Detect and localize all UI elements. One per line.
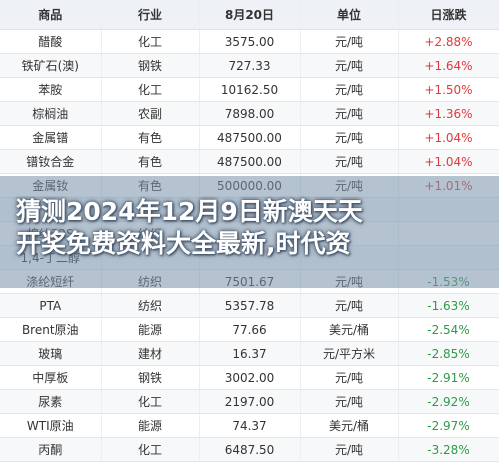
cell-change: -2.92%	[398, 389, 499, 414]
table-row[interactable]: 玻璃 建材 16.37 元/平方米 -2.85%	[0, 341, 499, 366]
cell-price: 487500.00	[199, 149, 301, 174]
cell-unit: 元/吨	[300, 365, 399, 390]
cell-commodity: PTA	[0, 293, 102, 318]
cell-unit: 元/吨	[300, 437, 399, 462]
cell-industry: 化工	[101, 77, 200, 102]
cell-unit: 元/吨	[300, 389, 399, 414]
cell-commodity: WTI原油	[0, 413, 102, 438]
cell-change: -2.91%	[398, 365, 499, 390]
cell-industry: 建材	[101, 341, 200, 366]
cell-industry: 有色	[101, 125, 200, 150]
cell-industry: 能源	[101, 413, 200, 438]
cell-industry: 化工	[101, 29, 200, 54]
cell-price: 74.37	[199, 413, 301, 438]
header-date-price[interactable]: 8月20日	[199, 0, 301, 30]
cell-price: 10162.50	[199, 77, 301, 102]
cell-price: 6487.50	[199, 437, 301, 462]
cell-unit: 元/吨	[300, 101, 399, 126]
cell-change: -3.28%	[398, 437, 499, 462]
header-industry[interactable]: 行业	[101, 0, 200, 30]
cell-change: +1.64%	[398, 53, 499, 78]
cell-unit: 元/吨	[300, 293, 399, 318]
cell-change: +2.88%	[398, 29, 499, 54]
cell-commodity: 苯胺	[0, 77, 102, 102]
cell-unit: 元/吨	[300, 53, 399, 78]
cell-industry: 农副	[101, 101, 200, 126]
cell-price: 487500.00	[199, 125, 301, 150]
cell-commodity: 棕榈油	[0, 101, 102, 126]
table-row[interactable]: 丙酮 化工 6487.50 元/吨 -3.28%	[0, 437, 499, 462]
cell-commodity: 尿素	[0, 389, 102, 414]
header-daily-change[interactable]: 日涨跌	[398, 0, 499, 30]
cell-change: -1.63%	[398, 293, 499, 318]
table-row[interactable]: 中厚板 钢铁 3002.00 元/吨 -2.91%	[0, 365, 499, 390]
cell-commodity: 玻璃	[0, 341, 102, 366]
cell-price: 727.33	[199, 53, 301, 78]
cell-commodity: 镨钕合金	[0, 149, 102, 174]
cell-change: -2.85%	[398, 341, 499, 366]
table-row[interactable]: 镨钕合金 有色 487500.00 元/吨 +1.04%	[0, 149, 499, 174]
cell-change: +1.04%	[398, 125, 499, 150]
cell-industry: 钢铁	[101, 365, 200, 390]
cell-commodity: 金属镨	[0, 125, 102, 150]
table-row[interactable]: 尿素 化工 2197.00 元/吨 -2.92%	[0, 389, 499, 414]
table-row[interactable]: 棕榈油 农副 7898.00 元/吨 +1.36%	[0, 101, 499, 126]
cell-commodity: Brent原油	[0, 317, 102, 342]
cell-change: +1.04%	[398, 149, 499, 174]
cell-price: 7898.00	[199, 101, 301, 126]
table-row[interactable]: 铁矿石(澳) 钢铁 727.33 元/吨 +1.64%	[0, 53, 499, 78]
table-row[interactable]: 金属镨 有色 487500.00 元/吨 +1.04%	[0, 125, 499, 150]
cell-unit: 元/吨	[300, 29, 399, 54]
promo-overlay-text[interactable]: 猜测2024年12月9日新澳天天 开奖免费资料大全最新,时代资	[0, 196, 499, 260]
cell-industry: 钢铁	[101, 53, 200, 78]
cell-price: 16.37	[199, 341, 301, 366]
cell-change: +1.50%	[398, 77, 499, 102]
table-row[interactable]: 醋酸 化工 3575.00 元/吨 +2.88%	[0, 29, 499, 54]
cell-unit: 美元/桶	[300, 413, 399, 438]
table-header-row: 商品 行业 8月20日 单位 日涨跌	[0, 0, 499, 30]
cell-change: +1.36%	[398, 101, 499, 126]
promo-line-1: 猜测2024年12月9日新澳天天	[16, 197, 363, 226]
cell-price: 3002.00	[199, 365, 301, 390]
cell-commodity: 中厚板	[0, 365, 102, 390]
cell-unit: 美元/桶	[300, 317, 399, 342]
cell-price: 2197.00	[199, 389, 301, 414]
cell-industry: 化工	[101, 389, 200, 414]
header-commodity[interactable]: 商品	[0, 0, 102, 30]
cell-change: -2.97%	[398, 413, 499, 438]
cell-unit: 元/吨	[300, 149, 399, 174]
table-row[interactable]: WTI原油 能源 74.37 美元/桶 -2.97%	[0, 413, 499, 438]
cell-unit: 元/平方米	[300, 341, 399, 366]
cell-price: 5357.78	[199, 293, 301, 318]
promo-line-2: 开奖免费资料大全最新,时代资	[16, 229, 351, 258]
header-unit[interactable]: 单位	[300, 0, 399, 30]
cell-industry: 有色	[101, 149, 200, 174]
cell-commodity: 醋酸	[0, 29, 102, 54]
cell-unit: 元/吨	[300, 125, 399, 150]
cell-industry: 能源	[101, 317, 200, 342]
cell-industry: 纺织	[101, 293, 200, 318]
cell-unit: 元/吨	[300, 77, 399, 102]
cell-change: -2.54%	[398, 317, 499, 342]
cell-commodity: 丙酮	[0, 437, 102, 462]
cell-price: 3575.00	[199, 29, 301, 54]
cell-commodity: 铁矿石(澳)	[0, 53, 102, 78]
table-row[interactable]: PTA 纺织 5357.78 元/吨 -1.63%	[0, 293, 499, 318]
cell-industry: 化工	[101, 437, 200, 462]
cell-price: 77.66	[199, 317, 301, 342]
table-row[interactable]: 苯胺 化工 10162.50 元/吨 +1.50%	[0, 77, 499, 102]
table-row[interactable]: Brent原油 能源 77.66 美元/桶 -2.54%	[0, 317, 499, 342]
promo-overlay-band	[0, 176, 499, 288]
